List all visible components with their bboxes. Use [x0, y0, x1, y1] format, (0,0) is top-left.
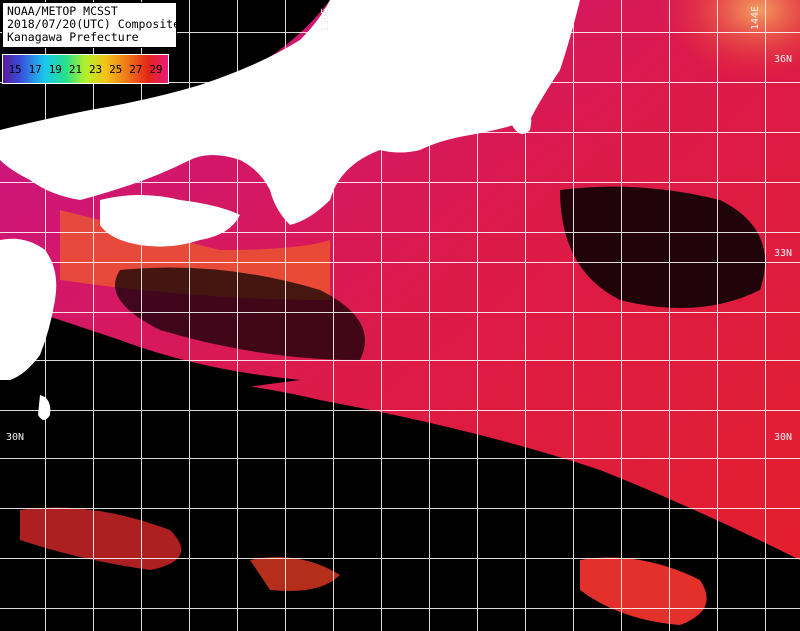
land-island-south	[38, 395, 51, 420]
legend-label: 17	[28, 62, 42, 76]
land-honshu	[0, 0, 580, 225]
lat-label-30n-east: 30N	[774, 432, 793, 443]
land-izu-peninsula	[512, 100, 532, 134]
warm-patch-sw	[20, 507, 182, 570]
legend-label: 23	[88, 62, 103, 76]
lon-label-144e: 144E	[750, 5, 761, 30]
legend-color-bar	[3, 55, 168, 83]
lat-label-36n: 36N	[774, 54, 793, 65]
lat-label-30n-west: 30N	[6, 432, 25, 443]
legend-labels: 15 17 19 21 23 25 27 29	[3, 55, 168, 83]
legend-label: 27	[129, 62, 143, 76]
cloud-patch-east	[560, 186, 765, 308]
warm-patch-s	[250, 557, 340, 591]
lat-label-33n: 33N	[774, 248, 793, 259]
title-line-2: 2018/07/20(UTC) Composite	[7, 17, 181, 31]
temperature-legend: 15 17 19 21 23 25 27 29	[2, 54, 169, 84]
title-line-3: Kanagawa Prefecture	[7, 30, 139, 44]
land-shikoku	[100, 195, 240, 247]
legend-label: 29	[149, 62, 163, 76]
lon-label-136e: 136E	[320, 7, 331, 32]
legend-label: 15	[8, 62, 22, 76]
legend-label: 19	[48, 62, 62, 76]
legend-label: 25	[109, 62, 123, 76]
title-line-1: NOAA/METOP MCSST	[7, 4, 118, 18]
title-box: NOAA/METOP MCSST 2018/07/20(UTC) Composi…	[2, 2, 181, 48]
cloud-patch-mid	[115, 267, 365, 360]
land-kyushu	[0, 238, 57, 380]
legend-label: 21	[68, 62, 83, 76]
